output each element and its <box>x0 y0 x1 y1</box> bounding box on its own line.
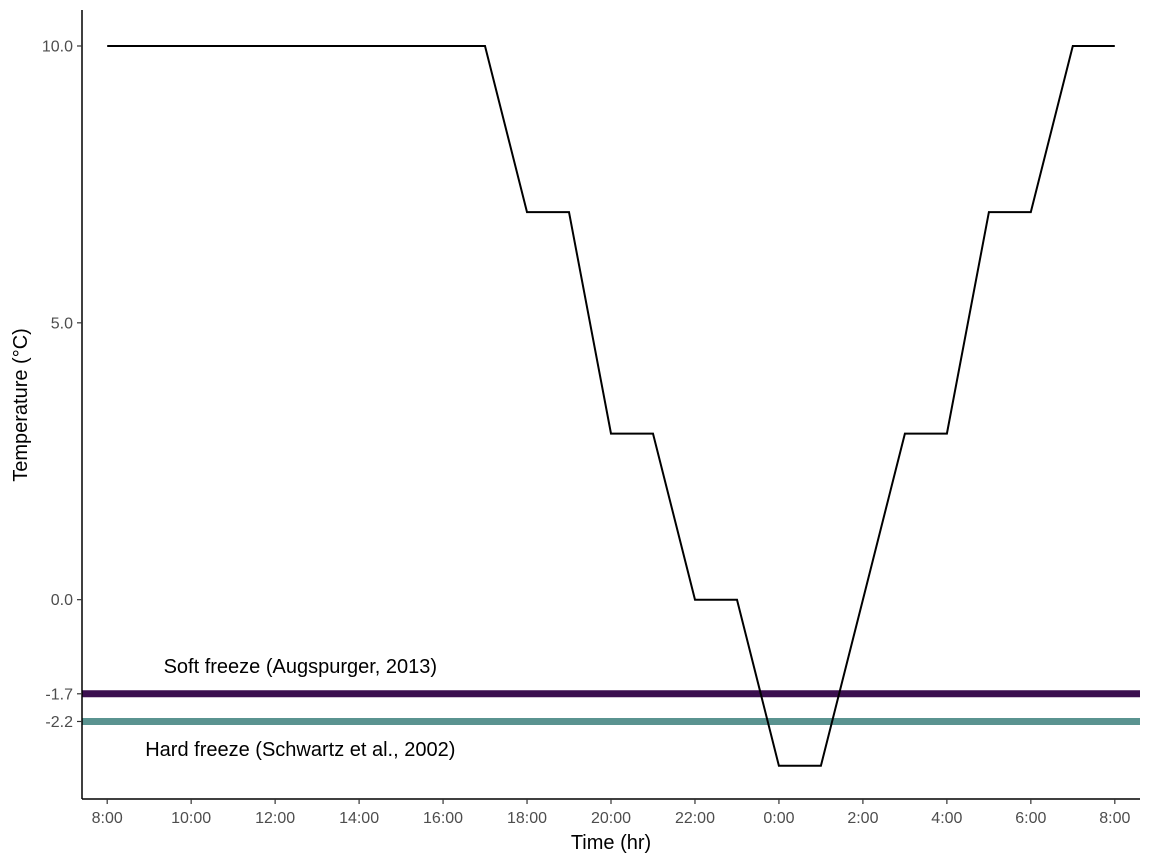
x-axis-ticks: 8:00 10:00 12:00 14:00 16:00 18:00 20:00 22:00 0… <box>92 799 1130 827</box>
y-axis-title: Temperature (°C) <box>10 328 32 482</box>
x-tick-label: 8:00 <box>92 810 123 827</box>
x-tick-label: 22:00 <box>675 810 715 827</box>
x-tick-label: 2:00 <box>847 810 878 827</box>
reference-lines <box>82 690 1140 725</box>
x-tick-label: 8:00 <box>1099 810 1130 827</box>
y-tick-label: -1.7 <box>45 686 73 703</box>
y-tick-label: 0.0 <box>51 592 73 609</box>
y-tick-label: 5.0 <box>51 315 73 332</box>
y-tick-label: -2.2 <box>45 714 73 731</box>
x-tick-label: 4:00 <box>931 810 962 827</box>
y-axis-ticks: 10.0 5.0 0.0 -1.7 -2.2 <box>42 38 82 731</box>
annotation-hard-freeze: Hard freeze (Schwartz et al., 2002) <box>145 739 455 761</box>
annotation-soft-freeze: Soft freeze (Augspurger, 2013) <box>164 656 438 678</box>
x-tick-label: 0:00 <box>763 810 794 827</box>
x-axis-title: Time (hr) <box>571 832 651 854</box>
temperature-series-line <box>107 45 1115 767</box>
x-tick-label: 12:00 <box>255 810 295 827</box>
annotations: Soft freeze (Augspurger, 2013) Hard freez… <box>145 656 455 761</box>
x-tick-label: 20:00 <box>591 810 631 827</box>
x-tick-label: 16:00 <box>423 810 463 827</box>
x-tick-label: 18:00 <box>507 810 547 827</box>
x-tick-label: 14:00 <box>339 810 379 827</box>
x-tick-label: 6:00 <box>1015 810 1046 827</box>
x-tick-label: 10:00 <box>171 810 211 827</box>
y-tick-label: 10.0 <box>42 38 73 55</box>
series-layer <box>107 45 1115 767</box>
